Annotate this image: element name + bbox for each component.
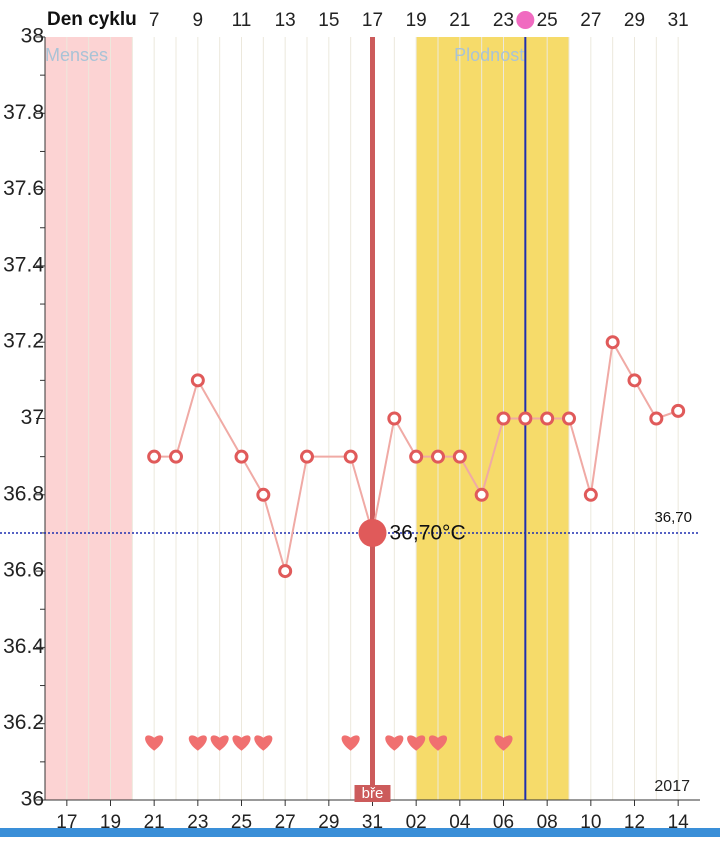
heart: [494, 735, 513, 751]
y-tick-label: 36: [21, 788, 44, 811]
point: [387, 411, 402, 426]
top-tick-label: 21: [449, 10, 470, 31]
point: [234, 449, 249, 464]
point: [627, 373, 642, 388]
top-tick-label: 9: [193, 10, 204, 31]
bottom-tick-label: 08: [537, 812, 558, 833]
heart: [385, 735, 404, 751]
ovulation-dot: [516, 11, 535, 29]
bottom-tick-label: 17: [56, 812, 77, 833]
point: [518, 411, 533, 426]
point: [147, 449, 162, 464]
point: [496, 411, 511, 426]
heart: [254, 735, 273, 751]
bottom-tick-label: 25: [231, 812, 252, 833]
top-tick-label: 17: [362, 10, 383, 31]
bottom-tick-label: 19: [100, 812, 121, 833]
point: [169, 449, 183, 464]
y-tick-label: 36.8: [3, 482, 44, 505]
point: [562, 411, 576, 426]
top-tick-label: 23: [493, 10, 514, 31]
bottom-tick-label: 12: [624, 812, 645, 833]
point: [649, 411, 664, 426]
point: [409, 449, 424, 464]
y-tick-label: 36.2: [3, 711, 44, 734]
top-tick-label: 7: [149, 10, 160, 31]
point: [671, 403, 686, 418]
selected-tag: bře: [362, 785, 384, 802]
y-tick-label: 38: [21, 25, 44, 48]
y-tick-label: 36.4: [3, 635, 44, 658]
bottom-tick-label: 23: [187, 812, 208, 833]
y-tick-label: 37.6: [3, 177, 44, 200]
top-tick-label: 19: [406, 10, 427, 31]
bottom-tick-label: 02: [406, 812, 427, 833]
point: [474, 487, 489, 502]
band-label: Plodnost: [454, 45, 524, 65]
y-tick-label: 37.8: [3, 101, 44, 124]
heart: [232, 735, 251, 751]
bottom-tick-label: 29: [318, 812, 339, 833]
bottom-tick-label: 27: [275, 812, 296, 833]
selected-tag-bg: [354, 785, 391, 802]
bottom-tick-label: 21: [144, 812, 165, 833]
point: [583, 487, 598, 502]
heart: [210, 735, 229, 751]
point: [278, 564, 293, 579]
reference-label: 36,70: [654, 509, 692, 526]
band-label: Menses: [45, 45, 108, 65]
top-tick-label: 25: [537, 10, 558, 31]
bottom-tick-label: 14: [668, 812, 690, 833]
heart: [428, 735, 448, 751]
point: [605, 335, 620, 350]
heart: [145, 735, 164, 751]
heart: [407, 735, 426, 751]
point: [256, 487, 271, 502]
bottom-tick-label: 10: [580, 812, 601, 833]
selected-label: 36,70°C: [390, 521, 466, 544]
point: [343, 449, 358, 464]
heart: [188, 735, 207, 751]
point: [431, 449, 445, 464]
point: [300, 449, 314, 464]
top-tick-label: 31: [668, 10, 689, 31]
heart: [341, 735, 360, 751]
bottom-tick-label: 04: [449, 812, 471, 833]
bottom-tick-label: 31: [362, 812, 383, 833]
point: [540, 411, 555, 426]
top-tick-label: 27: [580, 10, 601, 31]
y-tick-label: 37.4: [3, 253, 44, 276]
y-tick-label: 37: [21, 406, 44, 429]
point: [452, 449, 467, 464]
top-tick-label: 29: [624, 10, 645, 31]
point: [190, 373, 205, 388]
y-tick-label: 36.6: [3, 559, 44, 582]
bottom-tick-label: 06: [493, 812, 514, 833]
top-tick-label: 15: [318, 10, 339, 31]
year: 2017: [654, 778, 690, 795]
y-tick-label: 37.2: [3, 330, 44, 353]
top-tick-label: 11: [232, 10, 252, 31]
selected-point: [358, 518, 387, 547]
bottom-bar: [0, 828, 720, 837]
x-axis-label: Den cyklu: [47, 9, 137, 30]
top-tick-label: 13: [275, 10, 296, 31]
